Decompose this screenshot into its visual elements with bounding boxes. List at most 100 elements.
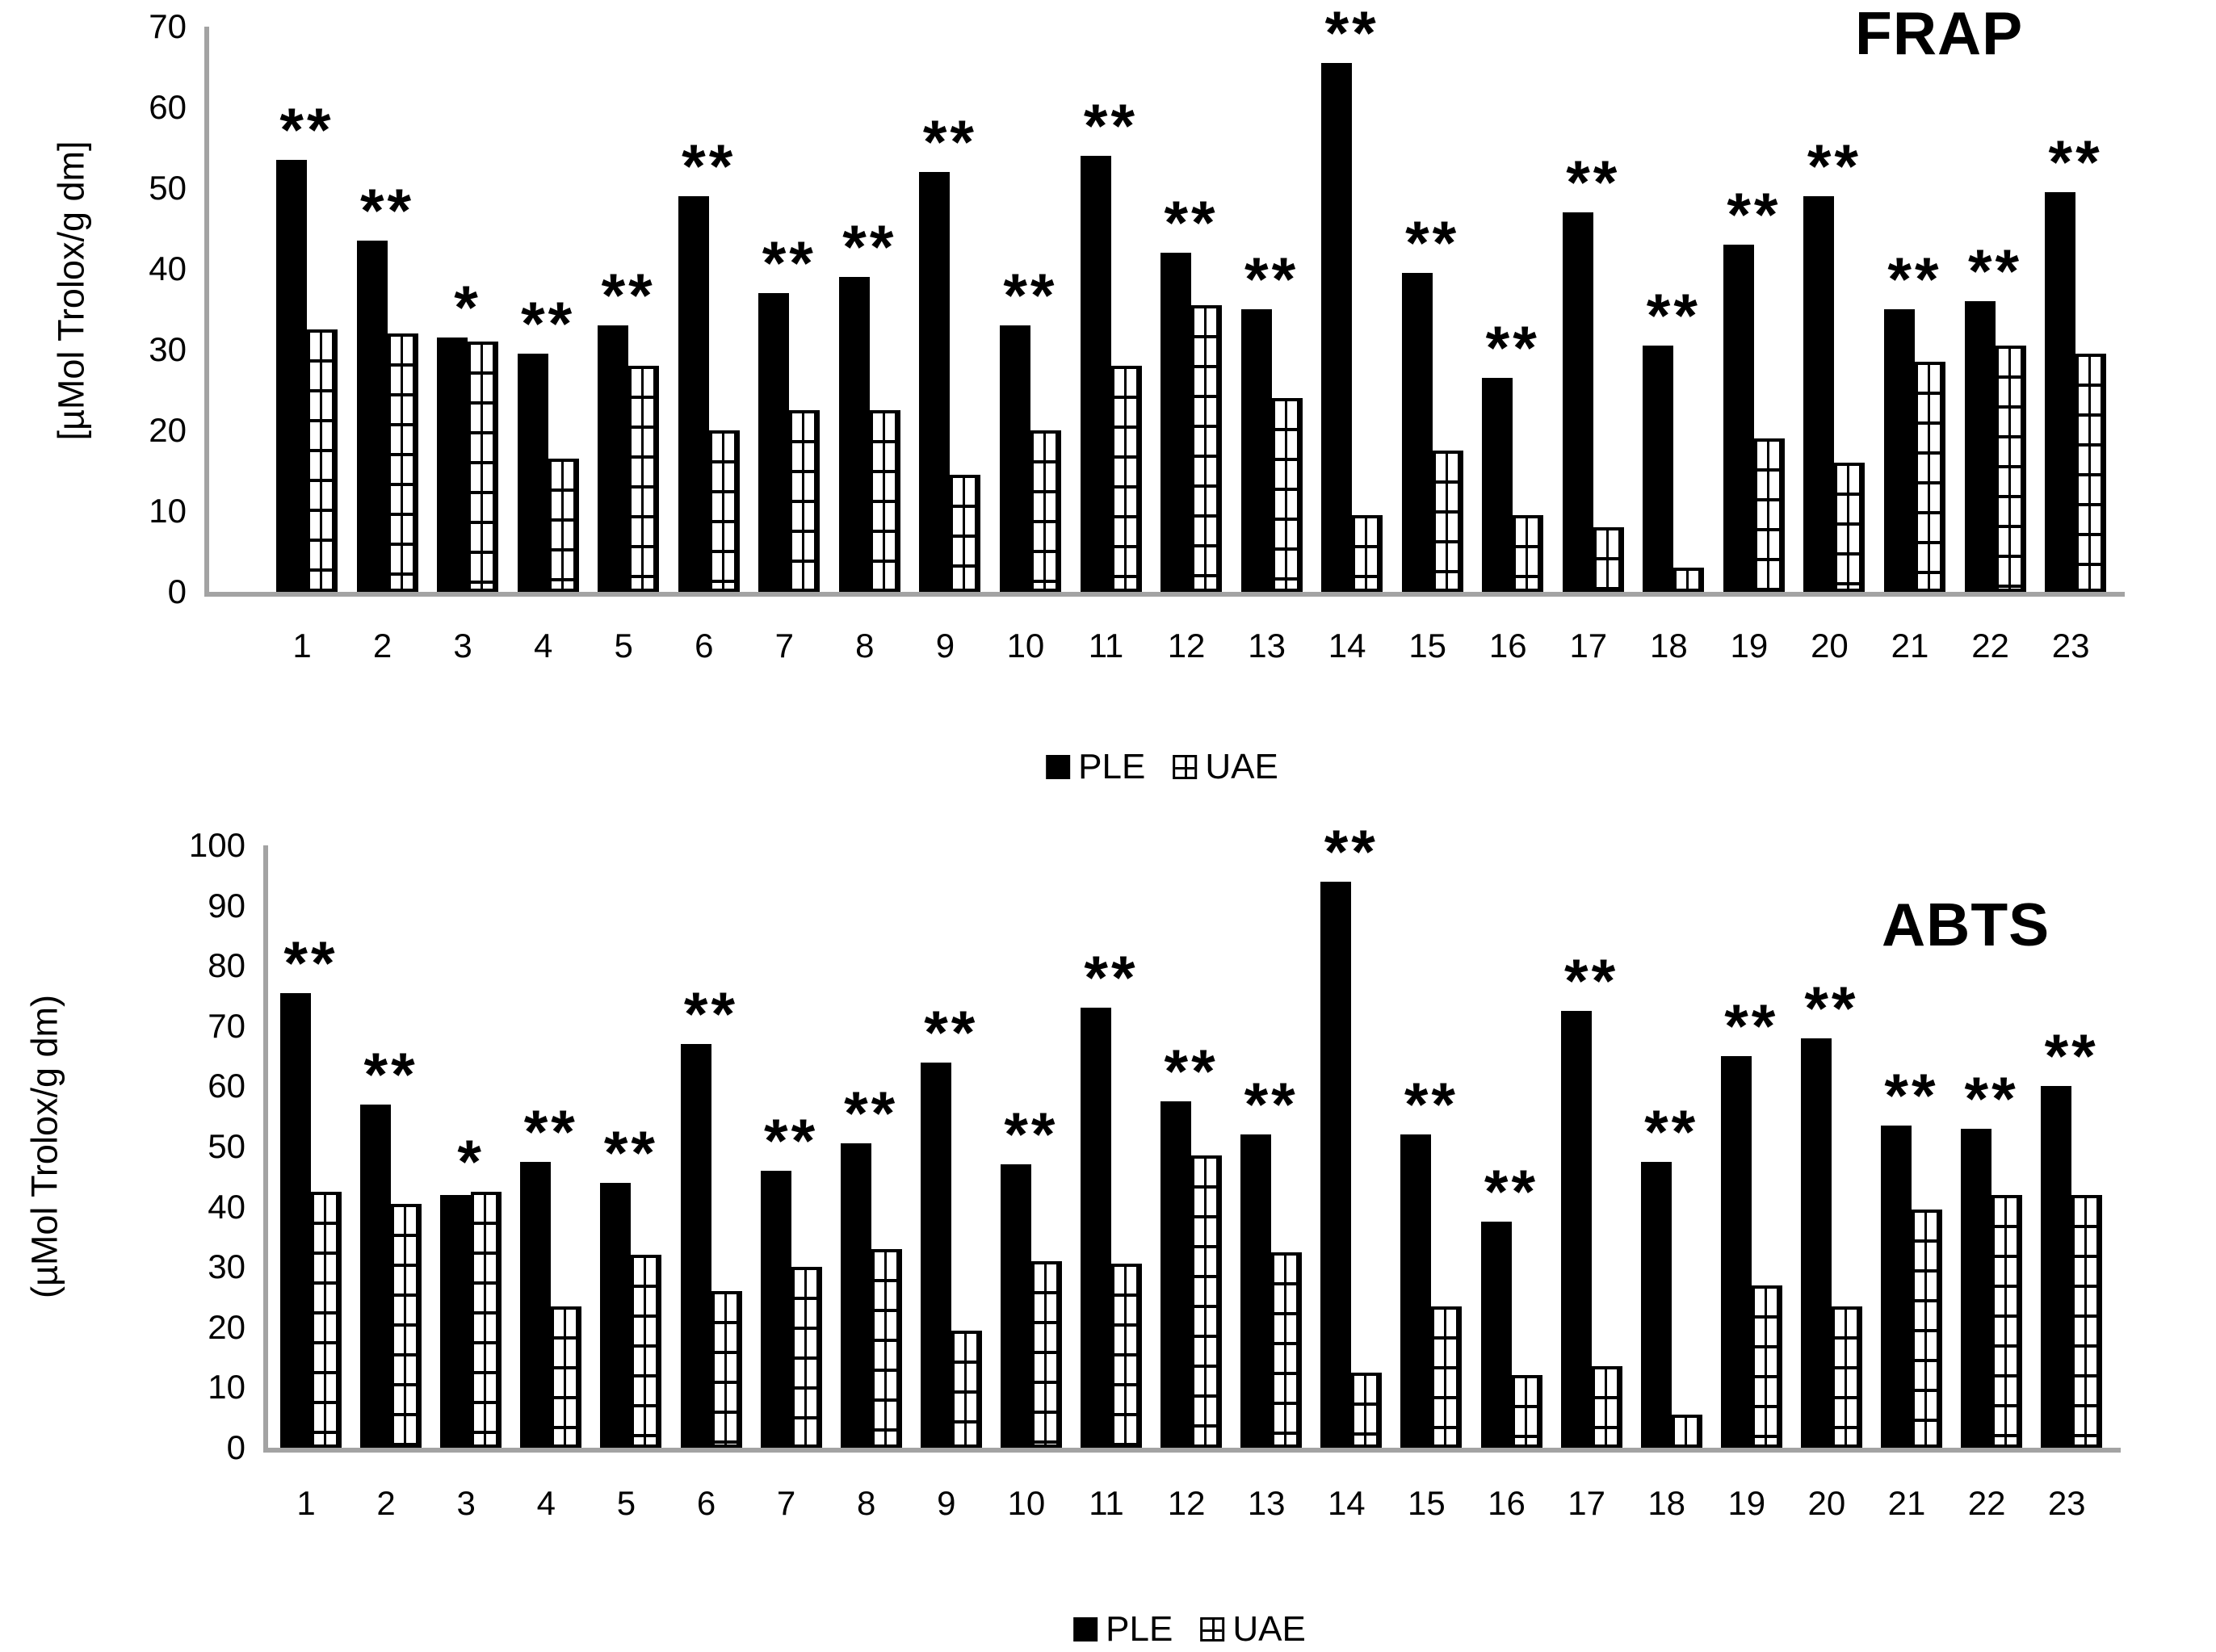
bar-uae-abts-19 [1751, 1285, 1782, 1448]
bar-uae-frap-9 [950, 475, 981, 592]
significance-marker-frap-18: ** [1646, 282, 1701, 350]
bar-uae-frap-17 [1593, 527, 1624, 592]
legend-item-uae: UAE [1200, 1609, 1306, 1650]
ple-solid-swatch-icon [1046, 755, 1071, 779]
bar-ple-abts-5 [600, 1183, 632, 1448]
y-tick-label-40: 40 [149, 249, 187, 287]
y-tick-label-30: 30 [149, 330, 187, 368]
x-tick-label-frap-3: 3 [453, 627, 472, 665]
significance-marker-frap-15: ** [1405, 209, 1460, 278]
bar-ple-frap-3 [437, 338, 468, 592]
bar-ple-frap-12 [1160, 253, 1192, 592]
bar-uae-frap-13 [1271, 398, 1303, 592]
significance-marker-frap-20: ** [1807, 132, 1862, 201]
significance-marker-frap-5: ** [601, 262, 656, 330]
x-tick-label-abts-3: 3 [456, 1484, 476, 1522]
bar-ple-frap-14 [1321, 63, 1353, 592]
bar-uae-frap-8 [869, 410, 900, 592]
x-tick-label-frap-19: 19 [1730, 627, 1769, 665]
x-tick-label-abts-21: 21 [1887, 1484, 1926, 1522]
y-tick-label-20: 20 [149, 411, 187, 449]
bar-ple-frap-7 [758, 293, 790, 592]
bar-ple-abts-23 [2041, 1086, 2072, 1448]
significance-marker-abts-3: * [457, 1128, 485, 1197]
y-tick-label-70: 70 [149, 7, 187, 45]
y-tick-label-0: 0 [167, 572, 187, 610]
bar-uae-abts-8 [871, 1249, 902, 1448]
legend-item-ple: PLE [1046, 747, 1145, 787]
significance-marker-abts-6: ** [683, 980, 739, 1049]
bar-uae-abts-15 [1431, 1306, 1463, 1448]
y-axis-title-abts: (µMol Trolox/g dm) [23, 995, 65, 1298]
bar-ple-abts-9 [920, 1063, 951, 1448]
x-tick-label-frap-4: 4 [533, 627, 553, 665]
significance-marker-abts-14: ** [1324, 818, 1379, 887]
bar-ple-abts-13 [1240, 1134, 1272, 1448]
bar-ple-abts-2 [360, 1105, 392, 1448]
bar-uae-abts-17 [1591, 1366, 1622, 1448]
bar-uae-abts-18 [1671, 1415, 1702, 1448]
x-tick-label-abts-4: 4 [536, 1484, 556, 1522]
bar-uae-abts-7 [791, 1267, 822, 1448]
significance-marker-frap-7: ** [762, 229, 816, 298]
x-tick-label-frap-23: 23 [2051, 627, 2090, 665]
y-tick-label-50: 50 [208, 1127, 246, 1165]
x-tick-label-frap-15: 15 [1408, 627, 1447, 665]
bar-ple-abts-11 [1081, 1008, 1111, 1448]
x-tick-label-frap-14: 14 [1328, 627, 1366, 665]
y-tick-label-60: 60 [208, 1067, 246, 1105]
significance-marker-abts-1: ** [283, 929, 338, 998]
bar-uae-abts-3 [471, 1192, 502, 1448]
x-tick-label-abts-1: 1 [296, 1484, 316, 1522]
bar-ple-frap-17 [1562, 212, 1593, 592]
legend-label-uae: UAE [1205, 747, 1278, 786]
x-tick-label-frap-8: 8 [855, 627, 875, 665]
bar-uae-frap-23 [2075, 354, 2107, 592]
significance-marker-frap-11: ** [1083, 92, 1139, 161]
bar-ple-frap-15 [1401, 273, 1433, 592]
x-tick-label-abts-14: 14 [1327, 1484, 1366, 1522]
bar-ple-abts-10 [1000, 1164, 1031, 1448]
significance-marker-abts-16: ** [1484, 1158, 1539, 1226]
significance-marker-frap-6: ** [682, 132, 737, 201]
y-tick-label-90: 90 [208, 886, 246, 925]
bar-uae-abts-12 [1191, 1155, 1223, 1448]
x-tick-label-frap-18: 18 [1649, 627, 1688, 665]
bar-uae-frap-3 [468, 342, 499, 592]
uae-hatched-swatch-icon [1200, 1617, 1225, 1642]
bar-uae-frap-16 [1513, 515, 1544, 592]
bar-uae-abts-10 [1030, 1261, 1062, 1448]
bar-uae-frap-15 [1432, 451, 1463, 592]
bar-ple-abts-14 [1320, 882, 1352, 1448]
x-tick-label-abts-15: 15 [1408, 1484, 1446, 1522]
bar-ple-frap-9 [919, 172, 951, 592]
bar-ple-abts-12 [1160, 1101, 1192, 1448]
bar-ple-frap-18 [1643, 346, 1674, 592]
significance-marker-abts-18: ** [1644, 1098, 1699, 1167]
bar-uae-frap-6 [708, 430, 740, 592]
x-tick-label-frap-10: 10 [1006, 627, 1045, 665]
y-tick-label-50: 50 [149, 169, 187, 207]
bar-uae-abts-20 [1831, 1306, 1862, 1448]
significance-marker-frap-19: ** [1727, 181, 1782, 249]
significance-marker-abts-4: ** [523, 1098, 578, 1167]
x-tick-label-frap-13: 13 [1248, 627, 1286, 665]
bar-ple-abts-1 [280, 993, 311, 1448]
legend-item-ple: PLE [1073, 1609, 1173, 1650]
significance-marker-abts-22: ** [1964, 1065, 2019, 1134]
bar-uae-frap-10 [1030, 430, 1061, 592]
y-tick-label-30: 30 [208, 1247, 246, 1286]
y-tick-label-70: 70 [208, 1006, 246, 1045]
significance-marker-frap-1: ** [279, 96, 334, 165]
significance-marker-abts-10: ** [1004, 1101, 1059, 1169]
significance-marker-frap-3: * [454, 274, 481, 342]
bar-ple-abts-21 [1881, 1126, 1912, 1448]
bar-uae-frap-19 [1753, 438, 1785, 592]
bar-uae-frap-21 [1915, 362, 1945, 592]
bar-uae-abts-14 [1351, 1373, 1383, 1448]
significance-marker-abts-23: ** [2044, 1022, 2099, 1091]
bar-uae-abts-16 [1511, 1375, 1542, 1448]
bar-uae-frap-7 [789, 410, 821, 592]
y-tick-label-40: 40 [208, 1187, 246, 1226]
bar-ple-abts-7 [760, 1171, 791, 1448]
